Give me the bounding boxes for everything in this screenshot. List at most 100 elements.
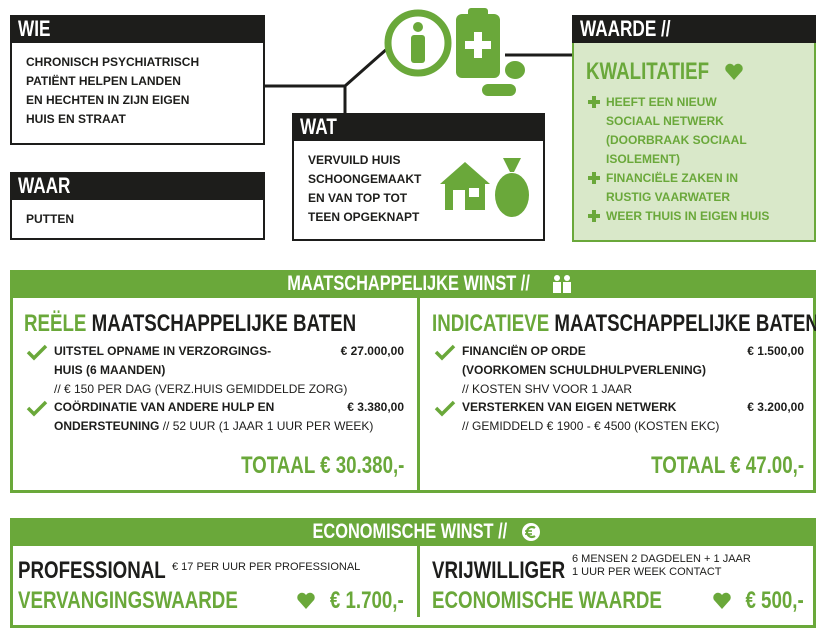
- baten-items: € 27.000,00 UITSTEL OPNAME IN VERZORGINGS…: [26, 342, 404, 436]
- professional-label: VERVANGINGSWAARDE: [18, 587, 238, 614]
- moneybag-icon: [495, 158, 529, 217]
- vrijwilliger-label-row: ECONOMISCHE WAARDE: [432, 587, 727, 615]
- waarde-header: WAARDE //: [572, 15, 816, 43]
- house-icon: [440, 162, 490, 210]
- economisch-title: ECONOMISCHE WINST //: [312, 520, 508, 543]
- baten-note: // € 150 PER DAG (VERZ.HUIS GEMIDDELDE Z…: [54, 382, 348, 396]
- baten-amount: € 1.500,00: [747, 344, 804, 358]
- baten-title-highlight: REËLE: [24, 310, 87, 337]
- baten-item: € 3.200,00 VERSTERKEN VAN EIGEN NETWERK //…: [434, 398, 804, 435]
- baten-title-text: REËLE MAATSCHAPPELIJKE BATEN: [24, 310, 356, 338]
- waarde-line: HEEFT EEN NIEUW: [606, 95, 717, 109]
- baten-line-text: (VOORKOMEN SCHULDHULPVERLENING): [462, 363, 707, 377]
- waarde-body: KWALITATIEF HEEFT EEN NIEUW SOCIAAL NETWE…: [572, 43, 816, 242]
- wie-line: HUIS EN STRAAT: [26, 112, 126, 126]
- baten-line-text: UITSTEL OPNAME IN VERZORGINGS-: [54, 344, 272, 358]
- baten-line-text: ONDERSTEUNING: [54, 419, 160, 433]
- people-icon: [552, 275, 571, 293]
- person-icon: [384, 9, 452, 77]
- baten-line: VERSTERKEN VAN EIGEN NETWERK: [462, 398, 804, 417]
- professional-note: € 17 PER UUR PER PROFESSIONAL: [172, 561, 361, 573]
- vrijwilliger-title-row: VRIJWILLIGER: [432, 557, 603, 585]
- wat-body: VERVUILD HUIS SCHOONGEMAAKT EN VAN TOP T…: [292, 141, 545, 241]
- check-icon: [434, 400, 456, 417]
- baten-line-text: FINANCIËN OP ORDE: [462, 344, 586, 358]
- wat-line: VERVUILD HUIS: [308, 153, 401, 167]
- waar-text: PUTTEN: [26, 212, 74, 226]
- waar-title: WAAR: [18, 173, 71, 198]
- baten-amount: € 27.000,00: [340, 344, 404, 358]
- baten-amount: € 3.200,00: [747, 400, 804, 414]
- heart-icon: [713, 592, 731, 609]
- waarde-items: HEEFT EEN NIEUW SOCIAAL NETWERK (DOORBRAAK…: [588, 93, 769, 226]
- waarde-line: (DOORBRAAK SOCIAAL: [606, 133, 747, 147]
- check-icon: [26, 344, 48, 361]
- wat-title: WAT: [300, 114, 337, 139]
- divider: [417, 546, 420, 617]
- baten-line: ONDERSTEUNING // 52 UUR (1 JAAR 1 UUR PE…: [54, 417, 404, 436]
- waar-header: WAAR: [10, 172, 265, 200]
- maatschappelijk-header: MAATSCHAPPELIJKE WINST //: [10, 270, 816, 298]
- baten-total-row: TOTAAL € 47.00,-: [608, 452, 804, 480]
- baten-title: REËLE MAATSCHAPPELIJKE BATEN: [24, 310, 450, 338]
- wie-title: WIE: [18, 16, 51, 41]
- baten-note: // KOSTEN SHV VOOR 1 JAAR: [462, 382, 633, 396]
- wat-line: EN VAN TOP TOT: [308, 191, 408, 205]
- wie-line: CHRONISCH PSYCHIATRISCH: [26, 55, 200, 69]
- waarde-line: FINANCIËLE ZAKEN IN: [606, 171, 738, 185]
- vrijwilliger-amount: € 500,-: [745, 587, 804, 614]
- waarde-line: SOCIAAL NETWERK: [606, 114, 724, 128]
- baten-items: € 1.500,00 FINANCIËN OP ORDE (VOORKOMEN SC…: [434, 342, 804, 435]
- plus-icon: [588, 96, 600, 108]
- vrijwilliger-note-line: 6 MENSEN 2 DAGDELEN + 1 JAAR: [572, 553, 751, 565]
- professional-label-row: VERVANGINGSWAARDE: [18, 587, 300, 615]
- waarde-title: WAARDE //: [580, 16, 671, 41]
- connectors: [265, 8, 572, 217]
- waarde-subtitle-row: KWALITATIEF: [586, 58, 744, 86]
- professional-amount: € 1.700,-: [330, 587, 404, 614]
- vrijwilliger-note: 6 MENSEN 2 DAGDELEN + 1 JAAR 1 UUR PER W…: [572, 553, 751, 579]
- waarde-line: RUSTIG VAARWATER: [606, 190, 731, 204]
- baten-total: TOTAAL € 47.00,-: [651, 452, 804, 479]
- plus-icon: [588, 172, 600, 184]
- baten-note: // GEMIDDELD € 1900 - € 4500 (KOSTEN EKC…: [462, 419, 720, 433]
- divider: [417, 298, 420, 492]
- wie-line: EN HECHTEN IN ZIJN EIGEN: [26, 93, 190, 107]
- baten-title-text: INDICATIEVE MAATSCHAPPELIJKE BATEN: [432, 310, 816, 338]
- professional-amount-row: € 1.700,-: [309, 587, 404, 615]
- baten-total-row: TOTAAL € 30.380,-: [195, 452, 404, 480]
- professional-title: PROFESSIONAL: [18, 557, 166, 584]
- baten-title-rest: MAATSCHAPPELIJKE BATEN: [91, 310, 357, 337]
- professional-title-row: PROFESSIONAL: [18, 557, 207, 585]
- waar-body: PUTTEN: [10, 200, 265, 240]
- waarde-item: HEEFT EEN NIEUW SOCIAAL NETWERK (DOORBRAAK…: [588, 93, 769, 169]
- check-icon: [434, 344, 456, 361]
- baten-amount: € 3.380,00: [347, 400, 404, 414]
- vrijwilliger-label: ECONOMISCHE WAARDE: [432, 587, 662, 614]
- check-icon: [26, 400, 48, 417]
- baten-item: € 3.380,00 COÖRDINATIE VAN ANDERE HULP EN…: [26, 398, 404, 436]
- indicatief-column: INDICATIEVE MAATSCHAPPELIJKE BATEN € 1.50…: [420, 298, 816, 490]
- baten-line-text: COÖRDINATIE VAN ANDERE HULP EN: [54, 400, 275, 414]
- wie-line: PATIËNT HELPEN LANDEN: [26, 74, 181, 88]
- baten-item: € 27.000,00 UITSTEL OPNAME IN VERZORGINGS…: [26, 342, 404, 398]
- wie-body: CHRONISCH PSYCHIATRISCH PATIËNT HELPEN L…: [10, 43, 265, 145]
- maatschappelijk-title: MAATSCHAPPELIJKE WINST //: [287, 272, 531, 295]
- baten-line: HUIS (6 MAANDEN): [54, 361, 404, 380]
- connector: [265, 46, 389, 88]
- medical-icon: [456, 8, 527, 96]
- baten-item: € 1.500,00 FINANCIËN OP ORDE (VOORKOMEN SC…: [434, 342, 804, 398]
- vrijwilliger-note-line: 1 UUR PER WEEK CONTACT: [572, 566, 722, 578]
- waarde-line: ISOLEMENT): [606, 152, 680, 166]
- waarde-line: WEER THUIS IN EIGEN HUIS: [606, 209, 770, 223]
- euro-icon: [521, 523, 540, 541]
- baten-line: (VOORKOMEN SCHULDHULPVERLENING): [462, 361, 804, 380]
- economisch-header: ECONOMISCHE WINST //: [10, 518, 816, 546]
- baten-line: FINANCIËN OP ORDE: [462, 342, 804, 361]
- baten-note: // 52 UUR (1 JAAR 1 UUR PER WEEK): [162, 419, 374, 433]
- waarde-subtitle: KWALITATIEF: [586, 58, 710, 85]
- waarde-item: FINANCIËLE ZAKEN IN RUSTIG VAARWATER: [588, 169, 769, 207]
- wie-header: WIE: [10, 15, 265, 43]
- waarde-item: WEER THUIS IN EIGEN HUIS: [588, 207, 769, 226]
